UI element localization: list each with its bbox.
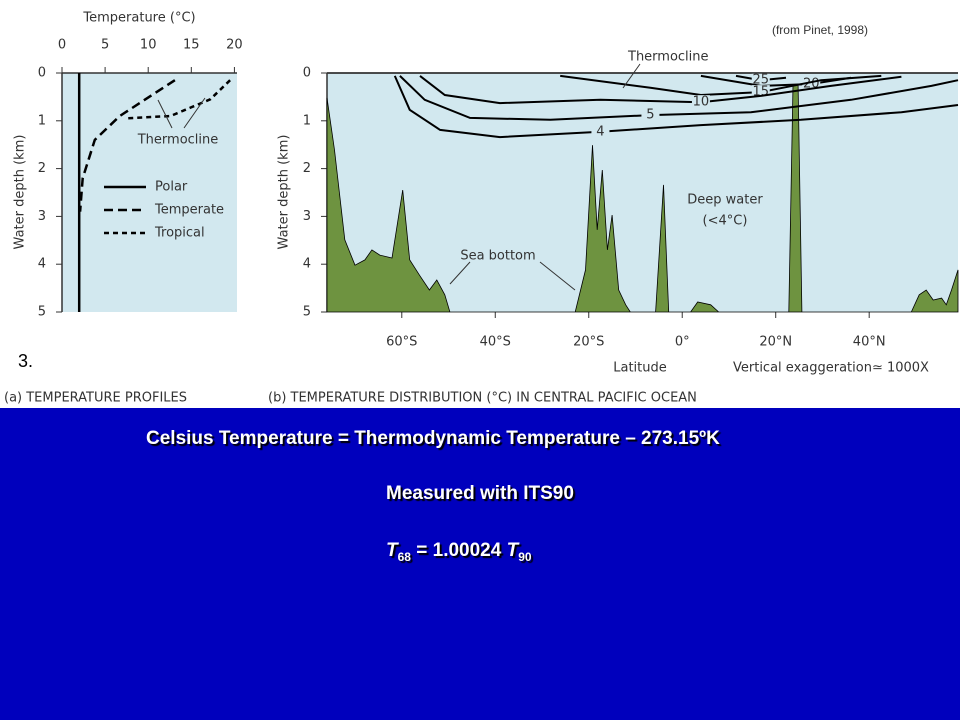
isotherm-label: 10 <box>693 95 710 110</box>
chart-title: (b) TEMPERATURE DISTRIBUTION (°C) IN CEN… <box>268 391 697 406</box>
y-tick-label: 4 <box>303 257 311 272</box>
x-tick-label: 0° <box>675 335 690 350</box>
pointer <box>157 97 206 129</box>
isotherm <box>419 75 902 105</box>
legend-label: Tropical <box>154 226 205 241</box>
chart-a: 0 1 2 3 4 5 0 5 10 15 20 Temperature (°C) Water dept… <box>4 11 243 406</box>
subscript: 90 <box>518 549 532 564</box>
x-axis-label: Temperature (°C) <box>82 11 195 26</box>
y-axis-label: Water depth (km) <box>13 135 28 250</box>
isotherm-label-bg <box>751 73 770 88</box>
isotherm-label: 4 <box>596 124 604 139</box>
y-tick-label: 1 <box>38 113 46 128</box>
x-tick-label: 10 <box>140 38 157 53</box>
x-tick-label: 20 <box>226 38 243 53</box>
chart-b: 0 1 2 3 4 5 60°S 40°S 20°S 0° 20°N 40°N Latitude Wate… <box>268 50 959 406</box>
x-tick-label: 0 <box>58 38 66 53</box>
equals: = 1.00024 <box>416 540 502 561</box>
x-tick-label: 60°S <box>386 335 417 350</box>
isotherm-label-bg <box>691 95 710 110</box>
source: (from Pinet, 1998) <box>772 23 868 37</box>
y-tick-label: 2 <box>303 161 311 176</box>
text-panel: Celsius Temperature = Thermodynamic Temp… <box>0 408 960 720</box>
isotherm-label: 5 <box>646 108 654 123</box>
text-line: Celsius Temperature = Thermodynamic Temp… <box>146 428 720 449</box>
y-tick-label: 0 <box>38 66 46 81</box>
symbol: T <box>386 540 398 561</box>
isotherm-label-bg <box>641 108 660 123</box>
x-tick-label: 15 <box>183 38 200 53</box>
pointer <box>449 261 576 291</box>
pointer <box>622 63 641 89</box>
subscript: 68 <box>397 549 411 564</box>
annotation: (<4°C) <box>703 214 748 229</box>
plot-background <box>62 73 237 312</box>
isotherm-label-bg <box>591 124 610 139</box>
y-tick-label: 3 <box>303 209 311 224</box>
annotation: Sea bottom <box>460 249 535 264</box>
legend-label: Temperate <box>154 203 224 218</box>
isotherm-label: 25 <box>752 73 769 88</box>
y-tick-label: 4 <box>38 257 46 272</box>
y-tick-label: 5 <box>38 305 46 320</box>
annotation: Deep water <box>687 193 763 208</box>
y-tick-label: 5 <box>303 305 311 320</box>
y-tick-label: 0 <box>303 66 311 81</box>
sea-floor <box>326 84 959 313</box>
slide-number: 3. <box>18 351 33 371</box>
x-tick-label: 40°S <box>480 335 511 350</box>
y-tick-label: 1 <box>303 113 311 128</box>
x-axis-label: Latitude <box>613 361 667 376</box>
legend-label: Polar <box>155 180 188 195</box>
isotherm <box>700 74 852 87</box>
text-line: Measured with ITS90 <box>386 483 574 504</box>
x-tick-label: 40°N <box>853 335 886 350</box>
x-tick-label: 5 <box>101 38 109 53</box>
profile-line <box>124 79 231 120</box>
profile-line <box>78 79 176 212</box>
annotation: Vertical exaggeration≃ 1000X <box>733 361 929 376</box>
formula: T68 = 1.00024 T90 <box>386 540 532 564</box>
chart-title: (a) TEMPERATURE PROFILES <box>4 391 187 406</box>
x-tick-label: 20°S <box>573 335 604 350</box>
symbol: T <box>506 540 519 561</box>
isotherm <box>560 74 882 97</box>
y-tick-label: 3 <box>38 209 46 224</box>
y-axis-label: Water depth (km) <box>277 135 292 250</box>
annotation: Thermocline <box>627 50 709 65</box>
y-tick-label: 2 <box>38 161 46 176</box>
x-tick-label: 20°N <box>759 335 792 350</box>
annotation: Thermocline <box>137 133 219 148</box>
